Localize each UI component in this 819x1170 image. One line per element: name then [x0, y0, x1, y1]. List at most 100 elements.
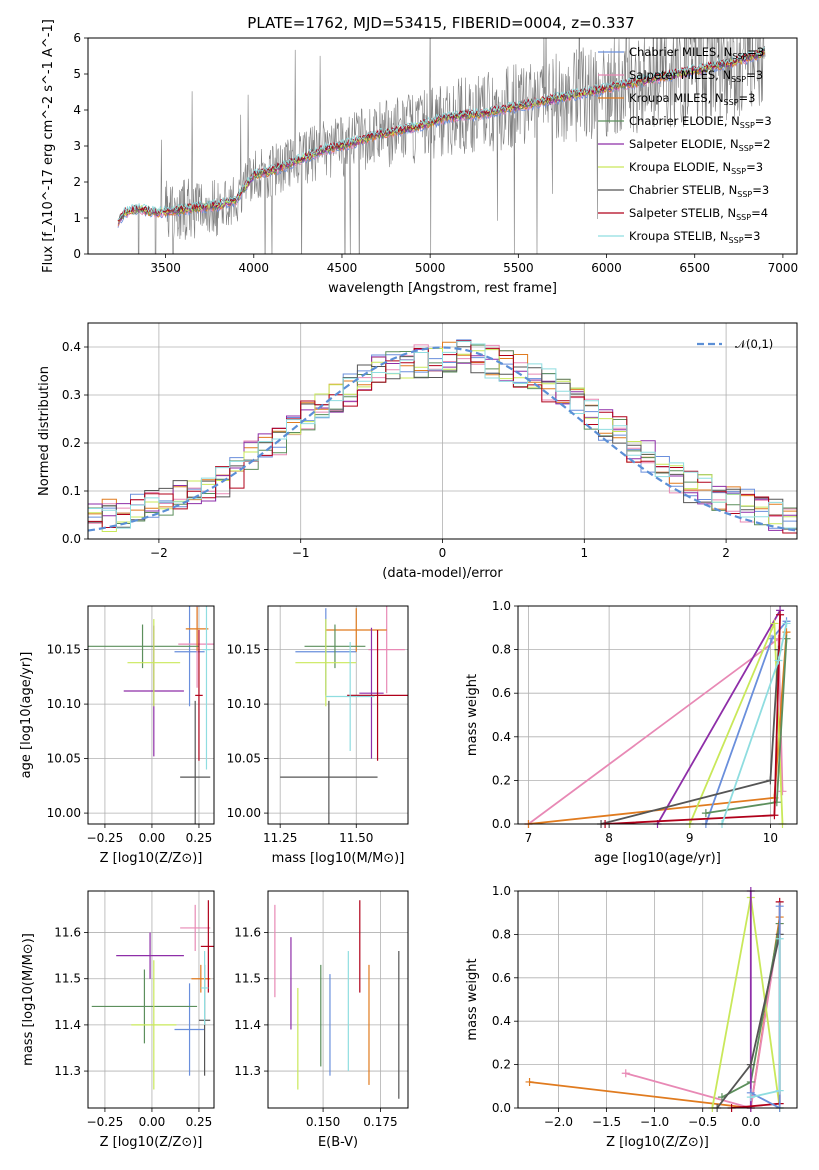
legend-label: Salpeter STELIB, NSSP=4 [629, 206, 768, 222]
y-axis-label: mass weight [465, 674, 480, 756]
series-marker-chabrier_miles [775, 902, 784, 911]
x-tick-label: −2.0 [544, 1115, 573, 1129]
histogram-kroupa_stelib [88, 341, 797, 529]
x-tick-label: −2 [150, 546, 168, 560]
legend-label: Salpeter ELODIE, NSSP=2 [629, 137, 771, 153]
series-marker-kroupa_miles [525, 1077, 534, 1086]
mass_weight_vs_Z-panel: −2.0 −1.5 −1.0 −0.5 0.0 0.0 0.2 0.4 0.6 0.8 1.0 Z [… [465, 884, 798, 1150]
y-tick-label: 0.3 [62, 388, 81, 402]
y-tick-label: 0.6 [492, 686, 511, 700]
y-tick-label: 0 [73, 247, 81, 261]
x-tick-label: 5000 [415, 261, 446, 275]
y-tick-label: 10.00 [47, 806, 81, 820]
x-tick-label: −0.5 [688, 1115, 717, 1129]
series-line-kroupa_elodie [711, 897, 781, 1108]
series-marker-salpeter_miles [778, 787, 787, 796]
legend-label: Chabrier MILES, NSSP=3 [629, 45, 764, 61]
y-axis-label: Normed distribution [37, 366, 52, 496]
x-tick-label: 0.175 [363, 1115, 397, 1129]
legend-value: =2 [754, 137, 771, 151]
x-axis-label: E(B-V) [318, 1135, 358, 1150]
y-tick-label: 1.0 [492, 599, 511, 613]
series-marker-chabrier_stelib [766, 776, 775, 785]
y-tick-label: 0.8 [492, 643, 511, 657]
y-tick-label: 11.3 [234, 1064, 261, 1078]
y-tick-label: 11.5 [54, 972, 81, 986]
y-tick-label: 1 [73, 211, 81, 225]
y-tick-label: 6 [73, 31, 81, 45]
y-tick-label: 11.6 [234, 926, 261, 940]
y-tick-label: 10.05 [227, 752, 261, 766]
x-axis-label: mass [log10(M/M⊙)] [272, 851, 405, 866]
legend-text: Chabrier ELODIE, N [629, 114, 740, 128]
plot-frame [267, 890, 409, 1109]
y-tick-label: 0.6 [492, 971, 511, 985]
legend-value: =3 [747, 45, 764, 59]
legend-text: Kroupa STELIB, N [629, 229, 729, 243]
x-tick-label: 10 [763, 831, 778, 845]
mass_vs_Z-panel: −0.25 0.00 0.25 11.3 11.4 11.5 11.6 Z [log10(Z/… [21, 890, 215, 1150]
legend-subscript: SSP [731, 167, 746, 176]
y-tick-label: 4 [73, 103, 81, 117]
legend-subscript: SSP [732, 52, 747, 61]
y-tick-label: 0.0 [62, 532, 81, 546]
legend-value: =3 [752, 183, 769, 197]
legend-value: =3 [746, 160, 763, 174]
series-marker-salpeter_stelib [776, 610, 785, 619]
x-tick-label: 8 [605, 831, 613, 845]
series-line-salpeter_miles [527, 636, 784, 824]
plot-frame [87, 322, 798, 540]
x-axis-label: age [log10(age/yr)] [594, 851, 721, 866]
spectrum-panel: 3500 4000 4500 5000 5500 6000 6500 7000 0 1 2 3 4 5 6 w… [41, 19, 798, 296]
y-tick-label: 10.05 [47, 752, 81, 766]
y-tick-label: 11.4 [234, 1018, 261, 1032]
series-marker-salpeter_miles [621, 1069, 630, 1078]
legend-label: Kroupa MILES, NSSP=3 [629, 91, 755, 107]
legend-label: 𝒩(0,1) [735, 337, 773, 351]
histogram-chabrier_stelib [88, 346, 797, 530]
observed-spectrum [117, 38, 766, 254]
series-line-salpeter_miles [625, 923, 781, 1108]
x-tick-label: −1.0 [640, 1115, 669, 1129]
y-tick-label: 3 [73, 139, 81, 153]
x-tick-label: 3500 [150, 261, 181, 275]
legend-subscript: SSP [737, 190, 752, 199]
x-axis-label: Z [log10(Z/Z⊙)] [606, 1135, 709, 1150]
legend-value: =3 [755, 114, 772, 128]
y-tick-label: 11.3 [54, 1064, 81, 1078]
y-axis-label: mass weight [465, 958, 480, 1040]
mass_weight_vs_age-panel: 7 8 9 10 0.0 0.2 0.4 0.6 0.8 1.0 age [log10(age/yr… [465, 599, 798, 866]
x-tick-label: −0.25 [87, 1115, 124, 1129]
legend-value: =4 [751, 206, 768, 220]
y-axis-label: mass [log10(M/M⊙)] [21, 933, 36, 1066]
legend-label: Chabrier STELIB, NSSP=3 [629, 183, 769, 199]
x-tick-label: −1 [292, 546, 310, 560]
y-tick-label: 0.2 [492, 1058, 511, 1072]
legend-subscript: SSP [731, 75, 746, 84]
x-tick-label: 0.25 [186, 1115, 213, 1129]
series-marker-chabrier_elodie [701, 809, 710, 818]
series-line-kroupa_elodie [688, 623, 784, 824]
legend-value: =3 [739, 91, 756, 105]
model-spectrum-kroupa_stelib [117, 47, 765, 221]
y-tick-label: 11.5 [234, 972, 261, 986]
legend-text: Kroupa ELODIE, N [629, 160, 731, 174]
x-axis-label: (data-model)/error [382, 566, 503, 581]
y-tick-label: 10.10 [227, 697, 261, 711]
normal-curve [88, 346, 797, 532]
x-axis-label: wavelength [Angstrom, rest frame] [328, 281, 557, 296]
x-tick-label: 11.50 [339, 831, 373, 845]
y-tick-label: 2 [73, 175, 81, 189]
residuals-panel: −2 −1 0 1 2 0.0 0.1 0.2 0.3 0.4 (data-model)/error… [37, 322, 798, 581]
legend-text: Salpeter ELODIE, N [629, 137, 739, 151]
y-axis-label: age [log10(age/yr)] [19, 652, 34, 779]
y-tick-label: 11.6 [54, 926, 81, 940]
y-tick-label: 10.15 [227, 643, 261, 657]
y-axis-label: Flux [f_λ10^-17 erg cm^-2 s^-1 A^-1] [41, 19, 56, 273]
age_vs_mass-panel: 11.25 11.50 10.00 10.05 10.10 10.15 mass [log1… [227, 605, 409, 866]
x-tick-label: 11.25 [263, 831, 297, 845]
plot-frame [87, 890, 215, 1109]
age_vs_Z-panel: −0.25 0.00 0.25 10.00 10.05 10.10 10.15 Z [log1… [19, 605, 215, 866]
x-tick-label: 0.00 [139, 1115, 166, 1129]
